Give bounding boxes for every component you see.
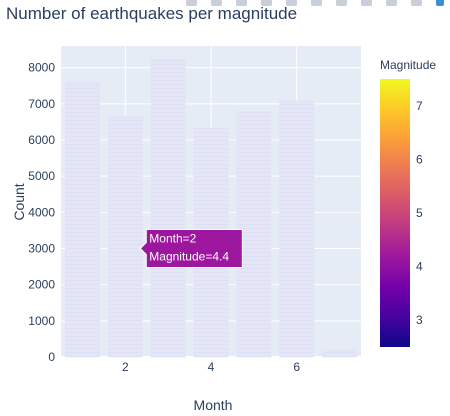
bar-month-6[interactable] — [280, 101, 314, 357]
hover-line: Month=2 — [149, 232, 196, 246]
bar-month-7[interactable] — [322, 350, 356, 357]
bar-month-3[interactable] — [151, 59, 185, 357]
y-tick-label: 5000 — [28, 169, 55, 183]
x-tick-label: 4 — [208, 360, 215, 374]
colorbar-tick-label: 5 — [416, 206, 423, 220]
colorbar-title: Magnitude — [380, 58, 436, 72]
colorbar-tick-label: 7 — [416, 99, 423, 113]
colorbar — [380, 79, 410, 347]
colorbar-tick-label: 6 — [416, 152, 423, 166]
bar-month-2[interactable] — [108, 117, 142, 357]
colorbar-tick-label: 3 — [416, 313, 423, 327]
y-axis-ticks: 0 1000 2000 3000 4000 5000 6000 7000 8000 — [28, 61, 55, 364]
y-tick-label: 4000 — [28, 205, 55, 219]
y-tick-label: 1000 — [28, 314, 55, 328]
y-axis-label: Count — [11, 183, 27, 220]
hover-line: Magnitude=4.4 — [149, 250, 229, 264]
x-axis-label: Month — [194, 397, 233, 413]
y-tick-label: 7000 — [28, 97, 55, 111]
x-tick-label: 2 — [122, 360, 129, 374]
colorbar-ticks: 3 4 5 6 7 — [416, 99, 423, 327]
bar-month-1[interactable] — [65, 82, 99, 357]
y-tick-label: 6000 — [28, 133, 55, 147]
chart-title: Number of earthquakes per magnitude — [6, 4, 297, 23]
x-tick-label: 6 — [293, 360, 300, 374]
y-tick-label: 3000 — [28, 242, 55, 256]
y-tick-label: 0 — [48, 350, 55, 364]
y-tick-label: 8000 — [28, 61, 55, 75]
y-tick-label: 2000 — [28, 278, 55, 292]
hover-tooltip: Month=2 Magnitude=4.4 — [140, 230, 242, 268]
colorbar-tick-label: 4 — [416, 260, 423, 274]
x-axis-ticks: 2 4 6 — [122, 360, 300, 374]
